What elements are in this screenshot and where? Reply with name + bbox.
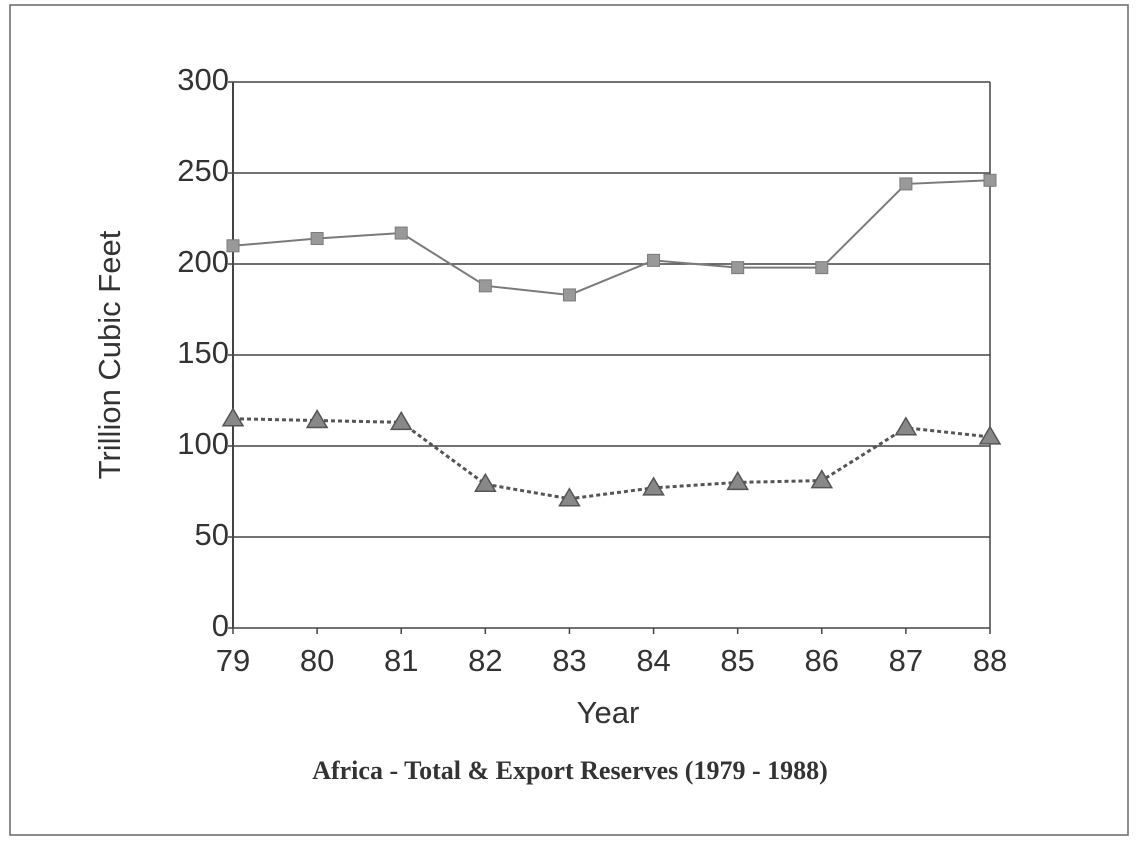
x-tick-label: 79 <box>216 643 250 678</box>
triangle-marker <box>894 416 918 436</box>
x-tick-label: 82 <box>468 643 502 678</box>
square-marker <box>731 261 745 275</box>
series-line <box>232 417 991 501</box>
square-marker <box>899 177 913 191</box>
triangle-marker <box>642 476 665 496</box>
y-tick-label: 0 <box>212 608 229 643</box>
square-marker <box>647 253 661 267</box>
y-tick-label: 150 <box>177 335 229 370</box>
x-tick-label: 84 <box>636 643 670 678</box>
y-tick-label: 50 <box>195 517 229 552</box>
triangle-marker <box>474 472 497 492</box>
x-axis-label: Year <box>577 695 640 730</box>
x-tick-label: 87 <box>889 643 923 678</box>
y-tick-label: 200 <box>177 244 229 279</box>
y-tick-label: 300 <box>177 62 229 97</box>
x-tick-label: 88 <box>973 643 1007 678</box>
triangle-marker <box>305 409 329 429</box>
triangle-marker <box>558 487 581 507</box>
x-tick-label: 86 <box>805 643 839 678</box>
square-marker <box>310 232 324 246</box>
square-marker <box>983 173 997 187</box>
triangle-marker <box>221 407 245 427</box>
triangle-marker <box>978 425 1002 445</box>
square-marker <box>815 261 829 275</box>
square-marker <box>478 279 492 293</box>
frame <box>9 4 1129 836</box>
x-tick-label: 83 <box>552 643 586 678</box>
y-tick-label: 100 <box>177 426 229 461</box>
chart-title: Africa - Total & Export Reserves (1979 -… <box>312 756 828 785</box>
square-marker <box>226 239 240 253</box>
square-marker <box>394 226 408 240</box>
series-line <box>232 179 991 296</box>
triangle-marker <box>389 410 413 431</box>
y-tick-label: 250 <box>177 153 229 188</box>
triangle-marker <box>810 469 834 489</box>
y-axis-label: Trillion Cubic Feet <box>92 230 127 479</box>
x-tick-label: 85 <box>720 643 754 678</box>
triangle-marker <box>726 470 749 491</box>
x-tick-label: 80 <box>300 643 334 678</box>
x-tick-label: 81 <box>384 643 418 678</box>
square-marker <box>562 288 576 302</box>
